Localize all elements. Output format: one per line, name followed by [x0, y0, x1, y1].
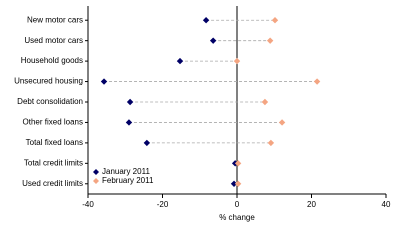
dot [143, 139, 151, 147]
dot [125, 119, 133, 126]
x-tick-label: 0 [235, 200, 240, 209]
dot [313, 78, 321, 85]
dot [233, 57, 241, 65]
dot [278, 119, 286, 126]
x-tick-label: -40 [82, 200, 94, 209]
x-tick-label: 40 [382, 200, 391, 209]
dot [176, 57, 184, 65]
y-tick-label: Used credit limits [22, 179, 83, 188]
dot [100, 78, 108, 85]
y-tick-label: Household goods [21, 56, 83, 65]
y-tick-label: Used motor cars [24, 36, 83, 45]
x-axis-label: % change [219, 213, 255, 222]
legend-marker [93, 169, 99, 175]
dot [266, 37, 274, 44]
y-tick-label: Unsecured housing [14, 77, 83, 86]
dot [234, 180, 242, 187]
dot [234, 160, 242, 167]
dot [202, 17, 210, 24]
y-tick-label: Debt consolidation [17, 97, 83, 106]
y-tick-label: New motor cars [27, 15, 83, 24]
dot [209, 37, 217, 44]
dot [271, 17, 279, 24]
dot [230, 180, 238, 187]
legend-label: January 2011 [102, 167, 150, 176]
x-tick-label: -20 [157, 200, 169, 209]
dot [126, 98, 134, 106]
dot [261, 98, 269, 106]
y-tick-label: Total fixed loans [26, 138, 83, 147]
y-tick-label: Other fixed loans [23, 118, 83, 127]
chart: % change -40 -20 0 20 40 New motor cars Used m… [14, 6, 391, 222]
legend-marker [93, 178, 99, 184]
y-tick-label: Total credit limits [24, 158, 83, 167]
legend-label: February 2011 [102, 176, 154, 185]
dot [267, 139, 275, 147]
x-tick-label: 20 [307, 200, 316, 209]
